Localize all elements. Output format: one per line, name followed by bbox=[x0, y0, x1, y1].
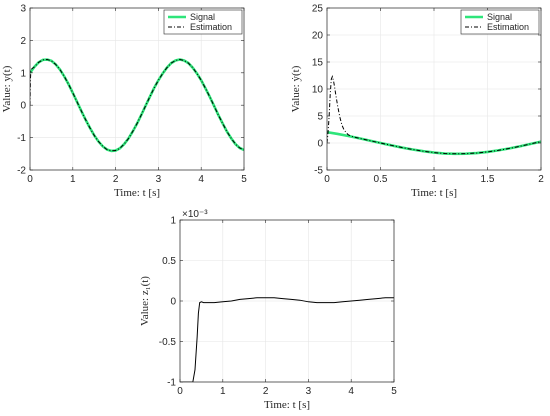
y-tick-label: 0 bbox=[317, 139, 323, 150]
y-tick-label: 25 bbox=[312, 4, 324, 15]
legend-label-signal: Signal bbox=[487, 12, 512, 22]
x-tick-label: 5 bbox=[391, 386, 397, 397]
x-tick-label: 3 bbox=[156, 174, 162, 185]
axis-frame bbox=[29, 7, 245, 171]
y-axis-label: Value: y(t) bbox=[1, 65, 13, 112]
x-tick-label: 4 bbox=[198, 174, 204, 185]
series-line-signal bbox=[327, 130, 541, 156]
x-tick-label: 1 bbox=[220, 386, 226, 397]
y-tick-label: -5 bbox=[314, 166, 323, 177]
y-tick-label: 3 bbox=[20, 4, 26, 15]
x-tick-label: 0 bbox=[177, 386, 183, 397]
chart-panel-1: 0 1 2 3 4 5 -2 -1 0 1 2 3 Time: t [s] Value: y(t) Sign… bbox=[1, 4, 247, 200]
x-tick-label: 1 bbox=[431, 174, 437, 185]
y-tick-label: 10 bbox=[312, 85, 324, 96]
legend-box bbox=[163, 9, 243, 35]
x-tick-label: 0 bbox=[27, 174, 33, 185]
legend-label-estimation: Estimation bbox=[487, 22, 529, 32]
plot-area bbox=[30, 8, 244, 170]
y-axis-label: Value: z₁(t) bbox=[139, 276, 151, 326]
x-tick-label: 3 bbox=[306, 386, 312, 397]
chart-panel-3: 0 1 2 3 4 5 -1 -0.5 0 0.5 1 Time: t [s] Value: z₁(t)… bbox=[139, 209, 397, 411]
x-tick-label: 1 bbox=[70, 174, 76, 185]
x-tick-label: 0.5 bbox=[374, 174, 388, 185]
y-tick-label: 0 bbox=[20, 101, 26, 112]
y-tick-label: 20 bbox=[312, 31, 324, 42]
y-tick-label: -0.5 bbox=[159, 337, 177, 348]
legend-box bbox=[460, 9, 540, 35]
x-tick-label: 5 bbox=[241, 174, 247, 185]
x-axis-label: Time: t [s] bbox=[114, 187, 160, 199]
series-line-estimation bbox=[327, 75, 541, 155]
legend-label-signal: Signal bbox=[190, 12, 215, 22]
y-tick-label: 5 bbox=[317, 112, 323, 123]
x-tick-label: 1.5 bbox=[481, 174, 495, 185]
y-exponent-label: ×10⁻³ bbox=[182, 209, 208, 220]
y-tick-label: 1 bbox=[20, 68, 26, 79]
x-axis-label: Time: t [s] bbox=[264, 399, 310, 411]
legend-label-estimation: Estimation bbox=[190, 22, 232, 32]
series-line-z1 bbox=[180, 297, 394, 382]
series-line-estimation bbox=[30, 59, 244, 152]
y-tick-label: -1 bbox=[17, 133, 26, 144]
x-axis-label: Time: t [s] bbox=[411, 187, 457, 199]
x-tick-label: 2 bbox=[538, 174, 544, 185]
y-tick-label: 0.5 bbox=[162, 256, 176, 267]
y-tick-label: 2 bbox=[20, 36, 26, 47]
y-tick-label: 1 bbox=[170, 216, 176, 227]
x-tick-label: 0 bbox=[324, 174, 330, 185]
y-tick-label: -2 bbox=[17, 166, 26, 177]
y-axis-label: Value: ẏ(t) bbox=[290, 65, 302, 112]
x-tick-label: 4 bbox=[348, 386, 354, 397]
y-tick-label: 15 bbox=[312, 58, 324, 69]
y-tick-label: 0 bbox=[170, 297, 176, 308]
x-tick-label: 2 bbox=[263, 386, 269, 397]
x-tick-label: 2 bbox=[113, 174, 119, 185]
y-tick-label: -1 bbox=[167, 378, 176, 389]
